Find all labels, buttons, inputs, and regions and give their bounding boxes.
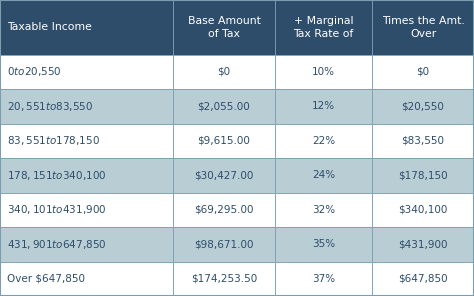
Bar xyxy=(0,0,173,55)
Text: + Marginal
Tax Rate of: + Marginal Tax Rate of xyxy=(293,16,354,38)
Bar xyxy=(173,55,275,89)
Text: $178,150: $178,150 xyxy=(398,170,448,180)
Text: 32%: 32% xyxy=(312,205,335,215)
Bar xyxy=(173,124,275,158)
Text: 22%: 22% xyxy=(312,136,335,146)
Text: $0: $0 xyxy=(218,67,230,77)
Bar xyxy=(0,89,173,124)
Text: $431,901 to $647,850: $431,901 to $647,850 xyxy=(7,238,107,251)
Bar xyxy=(275,227,372,262)
Bar xyxy=(275,158,372,193)
Bar xyxy=(372,227,474,262)
Text: $340,101 to $431,900: $340,101 to $431,900 xyxy=(7,203,107,216)
Text: 24%: 24% xyxy=(312,170,335,180)
Text: $30,427.00: $30,427.00 xyxy=(194,170,254,180)
Bar xyxy=(372,89,474,124)
Bar xyxy=(372,262,474,296)
Bar xyxy=(0,193,173,227)
Bar xyxy=(0,262,173,296)
Text: $20,550: $20,550 xyxy=(401,102,445,112)
Text: $2,055.00: $2,055.00 xyxy=(198,102,250,112)
Bar xyxy=(173,0,275,55)
Text: 35%: 35% xyxy=(312,239,335,249)
Bar xyxy=(173,262,275,296)
Text: $20,551 to $83,550: $20,551 to $83,550 xyxy=(7,100,93,113)
Text: $98,671.00: $98,671.00 xyxy=(194,239,254,249)
Bar xyxy=(372,124,474,158)
Text: 37%: 37% xyxy=(312,274,335,284)
Text: Taxable Income: Taxable Income xyxy=(7,22,92,32)
Bar xyxy=(173,227,275,262)
Bar xyxy=(372,0,474,55)
Bar xyxy=(275,193,372,227)
Bar xyxy=(372,55,474,89)
Bar xyxy=(275,124,372,158)
Text: $178,151 to $340,100: $178,151 to $340,100 xyxy=(7,169,107,182)
Bar xyxy=(275,55,372,89)
Bar xyxy=(173,89,275,124)
Bar xyxy=(0,227,173,262)
Text: 10%: 10% xyxy=(312,67,335,77)
Text: $0 to $20,550: $0 to $20,550 xyxy=(7,65,62,78)
Text: Times the Amt.
Over: Times the Amt. Over xyxy=(382,16,465,38)
Text: $431,900: $431,900 xyxy=(398,239,448,249)
Bar xyxy=(0,158,173,193)
Bar xyxy=(275,262,372,296)
Bar xyxy=(173,193,275,227)
Text: $9,615.00: $9,615.00 xyxy=(198,136,250,146)
Text: $0: $0 xyxy=(417,67,429,77)
Text: $340,100: $340,100 xyxy=(398,205,448,215)
Bar xyxy=(372,158,474,193)
Text: $83,551 to $178,150: $83,551 to $178,150 xyxy=(7,134,100,147)
Bar xyxy=(372,193,474,227)
Text: 12%: 12% xyxy=(312,102,335,112)
Bar xyxy=(0,124,173,158)
Text: $69,295.00: $69,295.00 xyxy=(194,205,254,215)
Text: Over $647,850: Over $647,850 xyxy=(7,274,85,284)
Bar xyxy=(173,158,275,193)
Text: $83,550: $83,550 xyxy=(401,136,445,146)
Bar xyxy=(0,55,173,89)
Text: Base Amount
of Tax: Base Amount of Tax xyxy=(188,16,260,38)
Text: $647,850: $647,850 xyxy=(398,274,448,284)
Bar xyxy=(275,0,372,55)
Text: $174,253.50: $174,253.50 xyxy=(191,274,257,284)
Bar xyxy=(275,89,372,124)
